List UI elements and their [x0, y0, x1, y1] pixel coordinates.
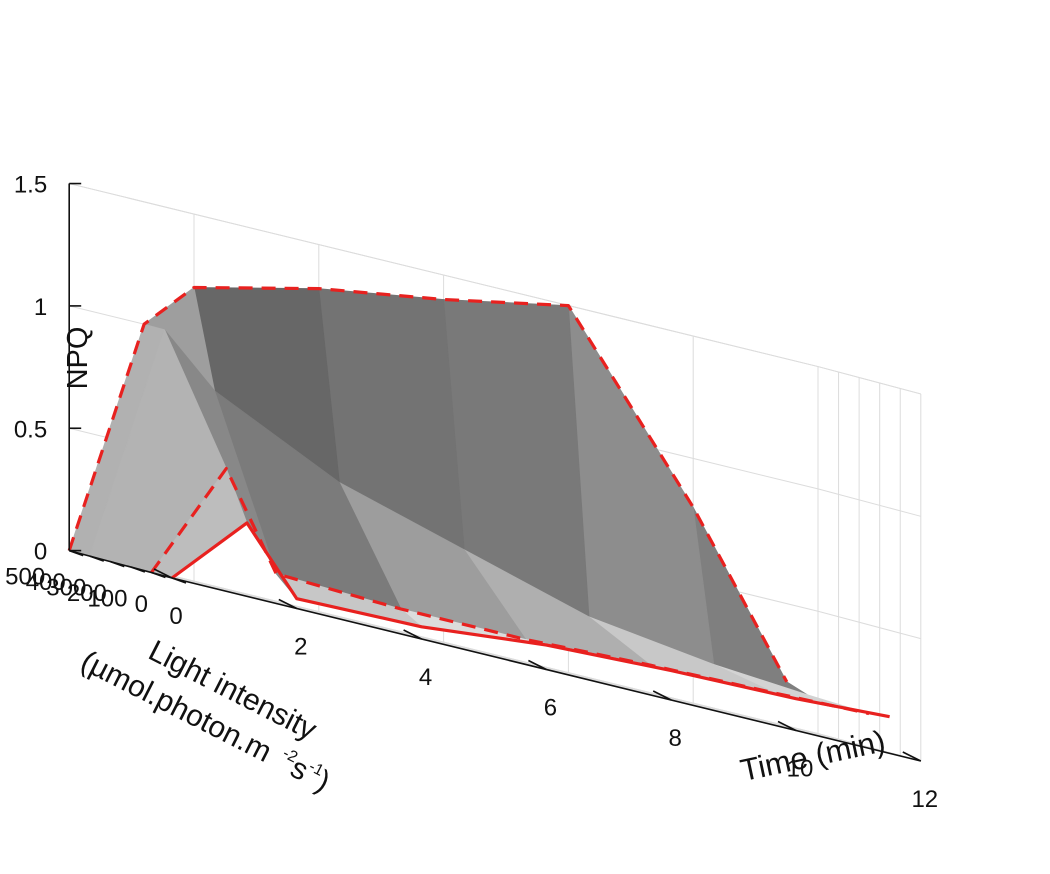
y-tick-label: 0 [135, 591, 148, 618]
z-tick-label: 1.5 [14, 172, 47, 199]
y-tick-label: 400 [26, 569, 66, 596]
y-tick-label: 500 [5, 564, 45, 591]
y-axis-label: Light intensity (µmol.photon.m -2s-1) [76, 634, 336, 798]
x-tick [652, 690, 672, 701]
x-tick [278, 598, 298, 610]
x-tick [777, 720, 797, 732]
y-tick [68, 549, 84, 557]
x-tick-label: 12 [911, 786, 938, 813]
x-tick [902, 751, 922, 762]
y-tick [110, 560, 125, 568]
highlight-lines [67, 285, 890, 719]
z-tick-label: 0.5 [14, 416, 47, 443]
z-tick-label: 1 [34, 294, 47, 321]
y-tick [130, 566, 146, 573]
side-wall-gridline [817, 610, 921, 640]
y-tick-label: 300 [46, 575, 86, 602]
back-wall-gridline [69, 550, 819, 735]
highlight-line-500 [67, 285, 789, 683]
x-tick-label: 10 [787, 756, 814, 783]
z-axis-label: NPQ [62, 327, 94, 390]
x-tick [153, 568, 173, 579]
y-tick-label: 200 [67, 580, 107, 607]
y-tick [89, 555, 105, 562]
x-tick-label: 2 [294, 634, 307, 661]
y-tick [171, 577, 187, 584]
box-edge [817, 366, 921, 395]
x-tick-label: 0 [169, 603, 182, 630]
x-tick [528, 659, 547, 671]
surface-layer [68, 287, 890, 718]
y-tick-label: 100 [87, 586, 127, 613]
highlight-line-0 [171, 521, 890, 719]
x-tick-label: 4 [419, 664, 432, 691]
x-tick [403, 629, 422, 640]
y-tick [151, 571, 166, 579]
box-edge [69, 183, 819, 368]
highlight-line-100 [150, 466, 870, 716]
side-wall-gridline [817, 488, 921, 517]
surface-patch [568, 305, 715, 665]
x-tick-label: 6 [544, 695, 557, 722]
z-tick-label: 0 [34, 539, 47, 566]
x-tick-label: 8 [669, 725, 682, 752]
